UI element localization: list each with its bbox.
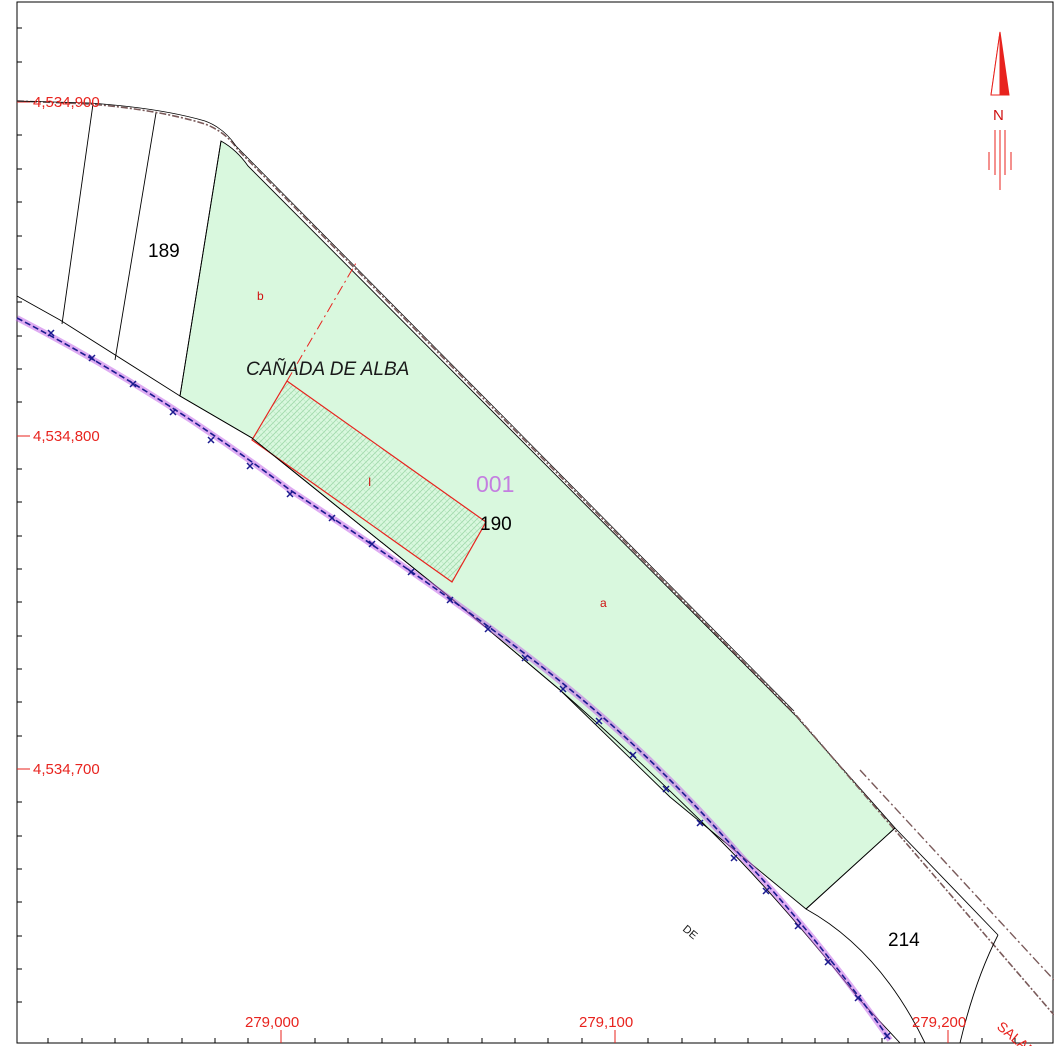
easting-label-2: 279,100 <box>579 1014 633 1031</box>
grid-leaders <box>17 101 949 1043</box>
easting-label-1: 279,000 <box>245 1014 299 1031</box>
grid-ticks <box>17 27 1016 1043</box>
street-name-label: CAÑADA DE ALBA <box>246 358 409 380</box>
northing-label-2: 4,534,800 <box>33 428 100 445</box>
road-edge-upper <box>16 100 1054 1016</box>
road-edge-right <box>859 769 1054 981</box>
parcel-190-label[interactable]: 190 <box>480 514 512 535</box>
parcel-214-lines <box>805 827 999 1044</box>
north-arrow-icon: N <box>988 31 1012 190</box>
easting-label-3: 279,200 <box>912 1014 966 1031</box>
railway-line <box>16 317 891 1041</box>
polygon-id-label: 001 <box>476 471 514 497</box>
parcel-189-lines <box>61 103 222 397</box>
north-arrow-letter: N <box>993 107 1004 124</box>
subparcel-i-label: I <box>368 475 371 489</box>
subparcel-i-area[interactable] <box>251 380 487 583</box>
parcel-214-label[interactable]: 214 <box>888 930 920 951</box>
northing-label-1: 4,534,900 <box>33 94 100 111</box>
subparcel-a-label: a <box>600 596 607 610</box>
railway-markers <box>47 329 891 1040</box>
subparcel-b-label: b <box>257 289 264 303</box>
parcel-189-label[interactable]: 189 <box>148 241 180 262</box>
road-edge-upper-inner <box>16 100 795 712</box>
subparcel-boundary <box>286 262 357 382</box>
northing-label-3: 4,534,700 <box>33 761 100 778</box>
